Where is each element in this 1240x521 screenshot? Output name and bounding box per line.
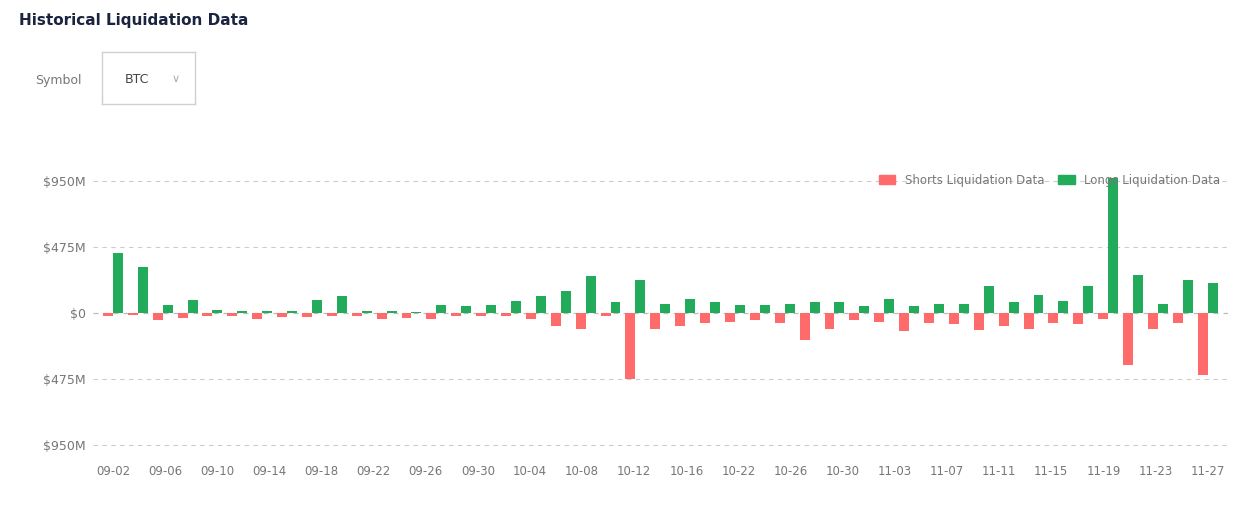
Bar xyxy=(800,313,810,340)
Bar xyxy=(436,305,446,313)
Bar xyxy=(810,302,820,313)
Bar xyxy=(560,291,570,313)
Bar xyxy=(327,313,337,316)
Bar xyxy=(352,313,362,316)
Bar xyxy=(536,296,546,313)
Bar xyxy=(725,313,735,321)
Bar xyxy=(1198,313,1208,375)
Text: Symbol: Symbol xyxy=(35,75,82,87)
Text: Historical Liquidation Data: Historical Liquidation Data xyxy=(19,13,248,28)
Bar xyxy=(874,313,884,322)
Bar xyxy=(1059,301,1069,313)
Bar xyxy=(909,306,919,313)
Bar xyxy=(501,313,511,316)
Bar xyxy=(775,313,785,323)
Bar xyxy=(1183,280,1193,313)
Bar xyxy=(625,313,635,379)
Bar xyxy=(1109,178,1118,313)
Bar xyxy=(585,276,595,313)
Bar xyxy=(835,302,844,313)
Bar xyxy=(1158,304,1168,313)
Bar xyxy=(486,305,496,313)
Bar xyxy=(427,313,436,319)
Bar xyxy=(959,304,968,313)
Bar xyxy=(600,313,610,316)
Bar xyxy=(711,302,720,313)
Bar xyxy=(387,311,397,313)
Bar xyxy=(1123,313,1133,365)
Bar xyxy=(187,300,197,313)
Bar xyxy=(949,313,959,325)
Bar xyxy=(526,313,536,319)
Bar xyxy=(227,313,237,316)
Bar xyxy=(1208,283,1218,313)
Bar xyxy=(402,313,412,318)
Bar xyxy=(237,311,247,313)
Bar xyxy=(686,300,696,313)
Bar xyxy=(610,302,620,313)
Text: BTC: BTC xyxy=(125,73,149,85)
Bar xyxy=(1049,313,1059,323)
Bar xyxy=(1099,313,1109,319)
Bar xyxy=(998,313,1008,326)
Bar xyxy=(476,313,486,316)
Bar xyxy=(1133,275,1143,313)
Bar xyxy=(252,313,262,319)
Bar xyxy=(262,312,272,313)
Bar xyxy=(412,312,422,313)
Bar xyxy=(983,286,993,313)
Bar xyxy=(128,313,138,315)
Bar xyxy=(1033,295,1044,313)
Bar xyxy=(138,267,148,313)
Bar xyxy=(701,313,711,323)
Bar xyxy=(377,313,387,319)
Legend: Shorts Liquidation Data, Longs Liquidation Data: Shorts Liquidation Data, Longs Liquidati… xyxy=(874,169,1225,192)
Bar xyxy=(162,305,172,313)
Bar xyxy=(676,313,686,326)
Bar xyxy=(103,313,113,316)
Bar xyxy=(924,313,934,323)
Bar xyxy=(1148,313,1158,329)
Bar xyxy=(113,253,123,313)
Bar xyxy=(973,313,983,330)
Bar xyxy=(202,313,212,316)
Bar xyxy=(884,300,894,313)
Bar xyxy=(760,305,770,313)
Bar xyxy=(1023,313,1033,329)
Bar xyxy=(511,301,521,313)
Bar xyxy=(212,310,222,313)
Bar xyxy=(551,313,560,326)
Bar xyxy=(303,313,312,317)
Bar xyxy=(575,313,585,329)
Bar xyxy=(899,313,909,331)
Bar xyxy=(849,313,859,320)
Bar xyxy=(859,306,869,313)
Bar xyxy=(312,300,322,313)
Bar xyxy=(1074,313,1084,325)
Bar xyxy=(277,313,288,317)
Bar xyxy=(735,305,745,313)
Bar xyxy=(1084,286,1094,313)
Bar xyxy=(750,313,760,320)
Bar xyxy=(461,306,471,313)
Bar xyxy=(177,313,187,318)
Bar xyxy=(451,313,461,316)
Bar xyxy=(661,304,671,313)
Bar xyxy=(825,313,835,329)
Bar xyxy=(153,313,162,320)
Text: ∨: ∨ xyxy=(171,74,180,84)
Bar xyxy=(650,313,661,329)
Bar xyxy=(362,311,372,313)
Bar xyxy=(785,304,795,313)
Bar xyxy=(635,280,645,313)
Bar xyxy=(934,304,944,313)
Bar xyxy=(1173,313,1183,323)
Bar xyxy=(1008,302,1018,313)
Bar xyxy=(337,296,347,313)
Bar xyxy=(288,312,298,313)
